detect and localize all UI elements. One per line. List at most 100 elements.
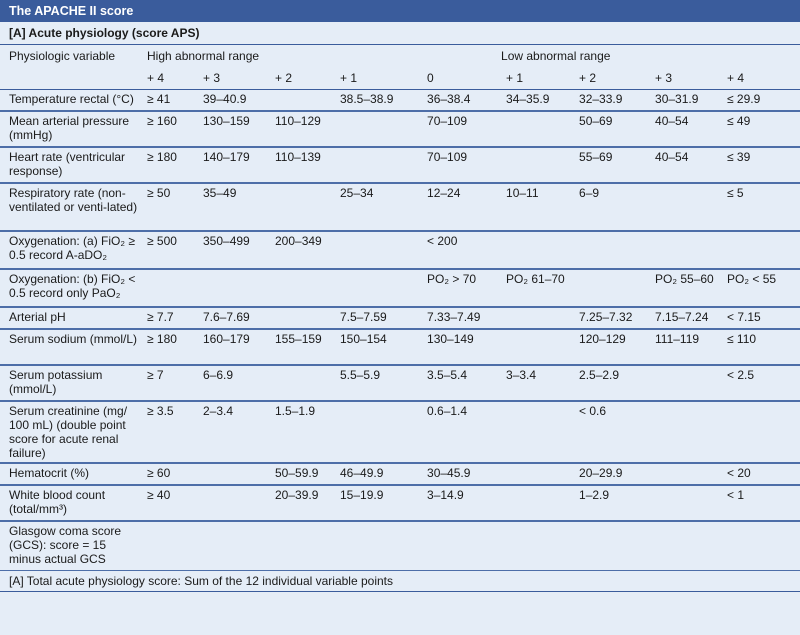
table-row: Serum creatinine (mg/ 100 mL) (double po…: [0, 401, 800, 464]
value-cell: [336, 269, 424, 308]
value-cell: 50–59.9: [271, 463, 336, 486]
table-row: Serum sodium (mmol/L) ≥ 180 160–179 155–159…: [0, 329, 800, 366]
value-cell: ≤ 5: [723, 183, 800, 232]
value-cell: 0.6–1.4: [423, 401, 503, 464]
value-cell: [651, 401, 724, 464]
value-cell: [336, 147, 424, 184]
value-cell: 155–159: [271, 329, 336, 366]
value-cell: ≥ 40: [143, 485, 199, 522]
value-cell: 2–3.4: [199, 401, 271, 464]
value-cell: < 2.5: [723, 365, 800, 402]
variable-label: Respiratory rate (non-ventilated or vent…: [0, 183, 143, 232]
table-row: Glasgow coma score (GCS): score = 15 min…: [0, 521, 800, 571]
value-cell: 30–45.9: [423, 463, 503, 486]
variable-label: Serum sodium (mmol/L): [0, 329, 143, 366]
value-cell: [336, 521, 424, 571]
table-row: Temperature rectal (°C) ≥ 41 39–40.9 38.5–3…: [0, 89, 800, 112]
table-row: Respiratory rate (non-ventilated or vent…: [0, 183, 800, 232]
score-header: + 3: [199, 69, 271, 90]
score-header: + 4: [723, 69, 800, 90]
value-cell: 34–35.9: [502, 89, 576, 112]
value-cell: [271, 365, 336, 402]
variable-label: Temperature rectal (°C): [0, 89, 143, 112]
value-cell: [271, 89, 336, 112]
variable-label: Glasgow coma score (GCS): score = 15 min…: [0, 521, 143, 571]
value-cell: 38.5–38.9: [336, 89, 424, 112]
value-cell: 36–38.4: [423, 89, 503, 112]
section-heading: [A] Acute physiology (score APS): [0, 22, 800, 45]
value-cell: 130–149: [423, 329, 503, 366]
variable-label: White blood count (total/mm³): [0, 485, 143, 522]
value-cell: [502, 147, 576, 184]
score-header: + 2: [575, 69, 652, 90]
table-footnote: [A] Total acute physiology score: Sum of…: [0, 571, 800, 592]
value-cell: [651, 183, 724, 232]
value-cell: 3–3.4: [502, 365, 576, 402]
value-cell: 10–11: [502, 183, 576, 232]
variable-label: Serum potassium (mmol/L): [0, 365, 143, 402]
value-cell: [575, 521, 652, 571]
value-cell: PO₂ > 70: [423, 269, 503, 308]
value-cell: 150–154: [336, 329, 424, 366]
value-cell: 20–29.9: [575, 463, 652, 486]
value-cell: [651, 231, 724, 270]
page-title: The APACHE II score: [0, 0, 800, 22]
value-cell: [502, 231, 576, 270]
score-header: + 2: [271, 69, 336, 90]
value-cell: [199, 463, 271, 486]
value-cell: 40–54: [651, 111, 724, 148]
value-cell: [502, 307, 576, 330]
value-cell: < 20: [723, 463, 800, 486]
value-cell: 1.5–1.9: [271, 401, 336, 464]
variable-label: Serum creatinine (mg/ 100 mL) (double po…: [0, 401, 143, 464]
value-cell: 15–19.9: [336, 485, 424, 522]
value-cell: [271, 269, 336, 308]
score-header: + 1: [502, 69, 576, 90]
value-cell: [199, 269, 271, 308]
value-cell: < 7.15: [723, 307, 800, 330]
table-row: White blood count (total/mm³) ≥ 40 20–39.9…: [0, 485, 800, 522]
value-cell: [502, 485, 576, 522]
value-cell: 20–39.9: [271, 485, 336, 522]
value-cell: [143, 521, 199, 571]
value-cell: [271, 521, 336, 571]
value-cell: [651, 521, 724, 571]
value-cell: [723, 521, 800, 571]
value-cell: < 200: [423, 231, 503, 270]
value-cell: 70–109: [423, 111, 503, 148]
variable-label: Hematocrit (%): [0, 463, 143, 486]
value-cell: 140–179: [199, 147, 271, 184]
value-cell: ≤ 49: [723, 111, 800, 148]
value-cell: [651, 463, 724, 486]
value-cell: [502, 521, 576, 571]
value-cell: ≥ 180: [143, 329, 199, 366]
value-cell: PO₂ < 55: [723, 269, 800, 308]
value-cell: ≥ 500: [143, 231, 199, 270]
value-cell: < 0.6: [575, 401, 652, 464]
value-cell: 46–49.9: [336, 463, 424, 486]
table-row: Serum potassium (mmol/L) ≥ 7 6–6.9 5.5–5.9 3…: [0, 365, 800, 402]
value-cell: 50–69: [575, 111, 652, 148]
value-cell: ≥ 50: [143, 183, 199, 232]
table-row: Arterial pH ≥ 7.7 7.6–7.69 7.5–7.59 7.33–7.4…: [0, 307, 800, 330]
variable-label: Heart rate (ventricular response): [0, 147, 143, 184]
range-header-row: Physiologic variable High abnormal range…: [0, 45, 800, 69]
value-cell: 6–9: [575, 183, 652, 232]
value-cell: 120–129: [575, 329, 652, 366]
score-header: 0: [423, 69, 503, 90]
value-cell: 110–129: [271, 111, 336, 148]
value-cell: [575, 231, 652, 270]
value-cell: 7.6–7.69: [199, 307, 271, 330]
value-cell: [651, 365, 724, 402]
value-cell: PO₂ 55–60: [651, 269, 724, 308]
value-cell: 12–24: [423, 183, 503, 232]
value-cell: 7.25–7.32: [575, 307, 652, 330]
value-cell: 7.5–7.59: [336, 307, 424, 330]
table-row: Mean arterial pressure (mmHg) ≥ 160 130–15…: [0, 111, 800, 148]
value-cell: 5.5–5.9: [336, 365, 424, 402]
value-cell: [502, 463, 576, 486]
value-cell: 350–499: [199, 231, 271, 270]
variable-label: Arterial pH: [0, 307, 143, 330]
value-cell: < 1: [723, 485, 800, 522]
value-cell: ≥ 60: [143, 463, 199, 486]
